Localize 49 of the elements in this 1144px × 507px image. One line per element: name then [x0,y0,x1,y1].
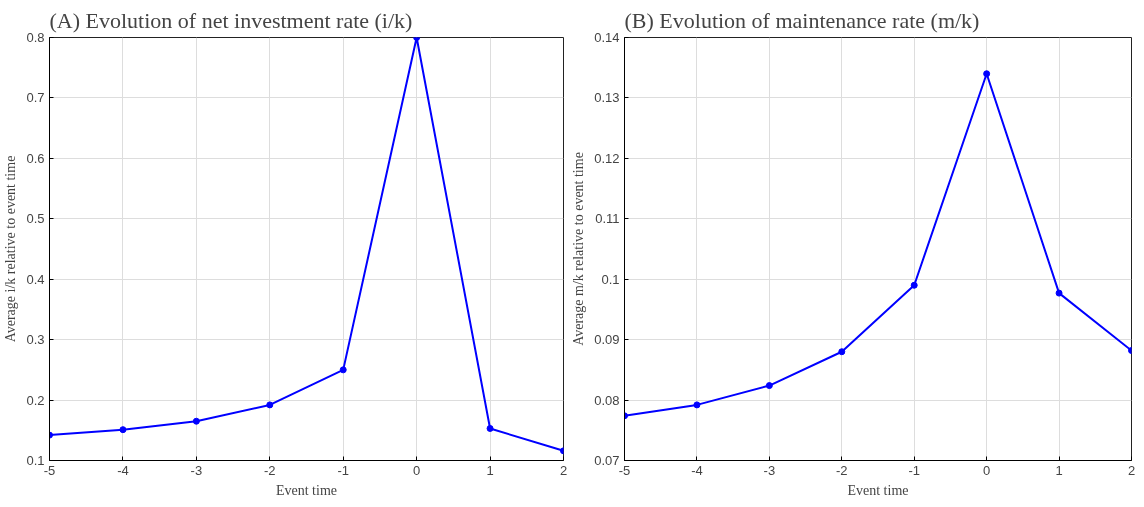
x-tick-label: 1 [1055,462,1063,478]
x-tick-label: -2 [836,462,848,478]
y-tick-label: 0.14 [594,30,620,45]
y-tick-label: 0.12 [594,150,620,166]
point [910,281,918,289]
x-tick-label: -2 [264,462,276,478]
point [486,424,494,432]
y-tick-label: 0.4 [26,271,45,287]
x-tick-label: -3 [763,462,776,478]
x-tick-label: -5 [43,462,56,478]
y-tick-label: 0.5 [26,211,45,227]
point [1055,289,1063,297]
x-tick-label: -3 [190,462,203,478]
y-tick-label: 0.7 [26,90,45,106]
point [339,366,347,374]
point [838,348,846,356]
x-tick-label: -4 [117,462,129,478]
x-tick-label: 2 [1127,462,1136,478]
x-tick-label: 2 [559,462,568,478]
y-tick-label: 0.11 [595,211,620,227]
y-tick-label: 0.3 [26,332,45,348]
y-tick-label: 0.2 [26,392,45,408]
chart-title: (A) Evolution of net investment rate (i/k) [49,7,413,33]
point [983,70,991,78]
y-tick-label: 0.08 [594,392,620,408]
y-tick-label: 0.6 [26,150,45,166]
x-tick-label: -5 [618,462,631,478]
y-tick-label: 0.8 [26,30,45,45]
point [266,401,274,409]
point [119,426,127,434]
y-tick-label: 0.13 [594,90,620,106]
x-tick-label: 1 [486,462,494,478]
x-tick-label: -1 [908,462,920,478]
y-tick-label: 0.1 [26,453,45,468]
y-axis-title: Average m/k relative to event time [571,152,587,346]
y-axis-title: Average i/k relative to event time [3,155,19,343]
y-tick-label: 0.07 [594,453,620,468]
y-tick-label: 0.1 [601,271,620,287]
x-tick-label: 0 [413,462,421,478]
point [192,417,200,425]
chart-title: (B) Evolution of maintenance rate (m/k) [624,7,980,33]
y-tick-label: 0.09 [594,332,620,348]
x-tick-label: -1 [337,462,349,478]
x-tick-label: -4 [691,462,703,478]
point [765,382,773,390]
x-axis-title: Event time [847,482,909,498]
x-tick-label: 0 [983,462,991,478]
point [693,401,701,409]
x-axis-title: Event time [275,482,338,498]
